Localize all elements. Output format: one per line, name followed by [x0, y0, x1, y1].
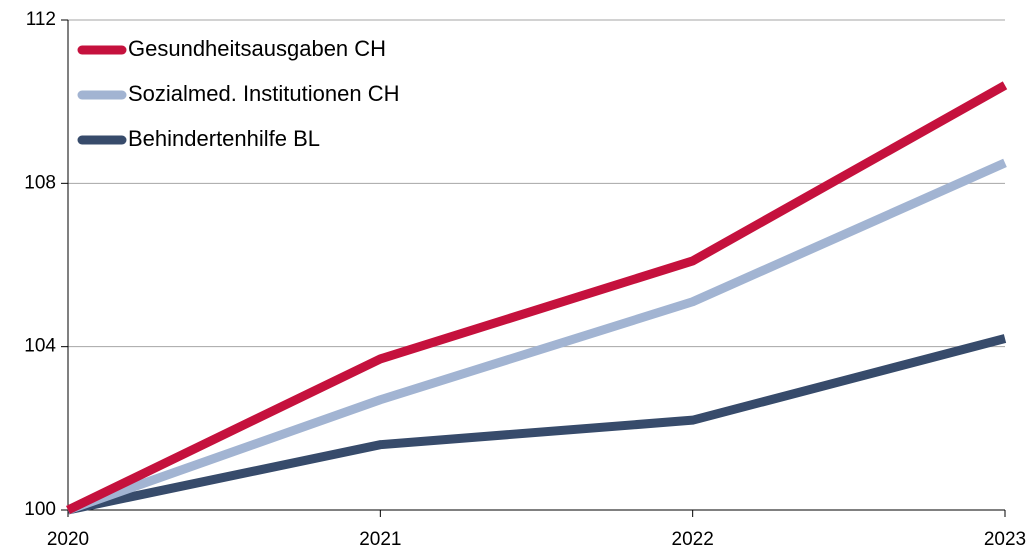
x-tick-label: 2021 — [359, 529, 401, 550]
x-tick-label: 2022 — [672, 529, 714, 550]
x-tick-label: 2023 — [984, 529, 1026, 550]
series-line — [66, 81, 1008, 515]
series-line — [67, 334, 1007, 515]
y-tick-label: 108 — [24, 172, 56, 193]
legend: Gesundheitsausgaben CH Sozialmed. Institu… — [77, 36, 399, 151]
y-tick-label: 112 — [26, 9, 56, 30]
legend-label: Gesundheitsausgaben CH — [128, 36, 386, 61]
y-tick-label: 104 — [24, 336, 56, 357]
series-line — [66, 158, 1007, 515]
x-tick-label: 2020 — [47, 529, 89, 550]
legend-label: Behindertenhilfe BL — [128, 126, 320, 151]
legend-label: Sozialmed. Institutionen CH — [128, 81, 399, 106]
y-tick-label: 100 — [24, 499, 56, 520]
